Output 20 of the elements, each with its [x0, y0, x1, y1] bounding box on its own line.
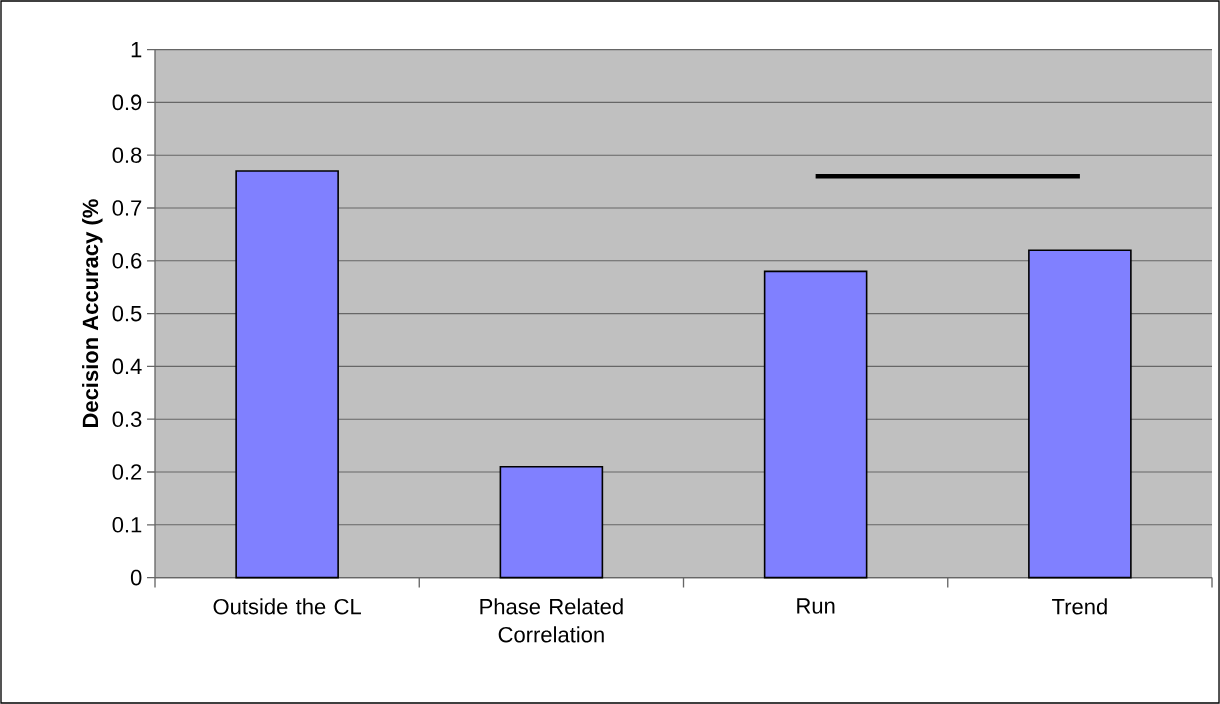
y-tick-label: 0.5	[112, 305, 142, 322]
x-tick-label: Outside the CL	[213, 598, 361, 615]
x-tick-label: Phase Related Correlation	[480, 598, 623, 643]
bar	[763, 270, 868, 579]
y-tick-label: 0.7	[112, 200, 142, 216]
x-tick-label: Trend	[1052, 598, 1107, 615]
y-tick-label: 1	[131, 42, 142, 58]
y-tick-label: 0.8	[112, 147, 142, 163]
y-tick-label: 0.3	[112, 411, 142, 427]
y-tick-label: 0.6	[112, 253, 142, 269]
bar	[235, 170, 339, 579]
y-tick-label: 0.4	[112, 358, 142, 375]
y-tick-label: 0	[130, 569, 142, 586]
bar	[499, 465, 604, 579]
y-tick-label: 0.1	[112, 517, 142, 533]
y-axis-title: Decision Accuracy (%	[82, 199, 103, 428]
y-tick-label: 0.9	[112, 94, 142, 111]
bar	[1028, 249, 1132, 579]
x-tick-label: Run	[797, 598, 835, 614]
y-tick-label: 0.2	[112, 464, 142, 480]
